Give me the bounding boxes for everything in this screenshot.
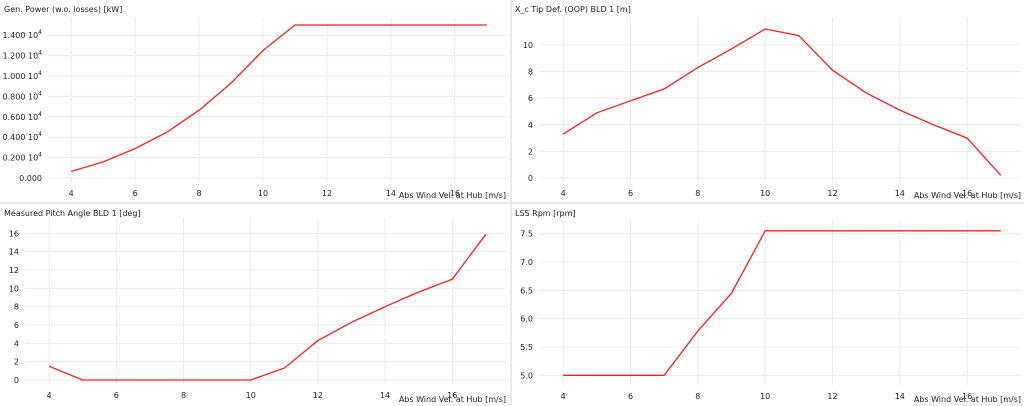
y-tick-label: 10 [9, 284, 19, 293]
x-tick-label: 10 [246, 391, 256, 400]
x-tick-label: 14 [895, 189, 905, 198]
x-tick-label: 16 [962, 392, 972, 401]
lss-rpm-chart: LSS Rpm [rpm] 5.0 5.5 6.0 6.5 7.0 7.5 4 6 8 10 12… [512, 204, 1024, 406]
y-tick-label: 0.000 [19, 174, 42, 183]
y-tick-label: 14 [9, 248, 19, 257]
y-tick-label: 0.400 104 [3, 131, 43, 142]
series-line [48, 233, 487, 381]
y-tick-label: 6 [528, 94, 533, 103]
x-tick-label: 4 [561, 189, 566, 198]
y-tick-label: 0.200 104 [3, 152, 43, 163]
x-tick-label: 6 [628, 189, 633, 198]
x-tick-label: 4 [47, 391, 52, 400]
y-tick-label: 0.600 104 [3, 111, 43, 122]
x-tick-label: 6 [114, 391, 119, 400]
x-tick-label: 12 [827, 189, 837, 198]
x-tick-label: 8 [695, 392, 700, 401]
chart-title: Gen. Power (w.o. losses) [kW] [4, 5, 122, 14]
y-tick-label: 7.0 [520, 258, 533, 267]
x-tick-label: 12 [827, 392, 837, 401]
y-tick-label: 8 [14, 303, 19, 312]
x-tick-label: 14 [386, 189, 396, 198]
y-tick-label: 6.0 [520, 315, 533, 324]
pitch-angle-chart: Measured Pitch Angle BLD 1 [deg] 0 2 4 6 8 10… [0, 204, 510, 406]
x-tick-label: 14 [895, 392, 905, 401]
y-tick-label: 7.5 [520, 230, 533, 239]
x-tick-label: 8 [695, 189, 700, 198]
y-tick-label: 2 [14, 358, 19, 367]
y-tick-label: 6.5 [520, 286, 533, 295]
x-tick-label: 10 [760, 392, 770, 401]
x-tick-label: 16 [450, 189, 460, 198]
y-tick-label: 4 [14, 339, 19, 348]
x-axis-label: Abs Wind Vel. at Hub [m/s] [914, 395, 1021, 404]
x-tick-label: 6 [628, 392, 633, 401]
y-tick-label: 12 [9, 266, 19, 275]
x-tick-label: 10 [258, 189, 268, 198]
x-tick-label: 6 [133, 189, 138, 198]
series-line [563, 230, 1001, 376]
y-tick-label: 0.800 104 [3, 90, 43, 101]
x-axis-label: Abs Wind Vel. at Hub [m/s] [399, 395, 506, 404]
chart-title: Measured Pitch Angle BLD 1 [deg] [4, 209, 141, 218]
y-tick-label: 1.000 104 [3, 70, 43, 81]
y-tick-label: 1.200 104 [3, 50, 43, 61]
x-tick-label: 8 [197, 189, 202, 198]
series-line [562, 28, 1002, 176]
gen-power-chart: Gen. Power (w.o. losses) [kW] 0.000 0.200… [0, 0, 510, 202]
y-tick-label: 6 [14, 321, 19, 330]
y-tick-label: 8 [528, 68, 533, 77]
y-tick-label: 16 [9, 229, 19, 238]
series-line [71, 24, 487, 173]
y-tick-label: 2 [528, 147, 533, 156]
x-tick-label: 16 [962, 189, 972, 198]
x-tick-label: 8 [181, 391, 186, 400]
x-axis-label: Abs Wind Vel. at Hub [m/s] [399, 191, 506, 200]
x-axis-label: Abs Wind Vel. at Hub [m/s] [914, 191, 1021, 200]
y-tick-label: 5.0 [520, 371, 533, 380]
x-tick-label: 14 [380, 391, 390, 400]
x-tick-label: 16 [447, 391, 457, 400]
x-tick-label: 12 [313, 391, 323, 400]
y-tick-label: 0 [14, 376, 19, 385]
y-tick-label: 0 [528, 174, 533, 183]
y-tick-label: 5.5 [520, 343, 533, 352]
x-tick-label: 4 [561, 392, 566, 401]
x-tick-label: 12 [322, 189, 332, 198]
x-tick-label: 4 [69, 189, 74, 198]
y-tick-label: 4 [528, 121, 533, 130]
tip-deflection-chart: X_c Tip Def. (OOP) BLD 1 [m] 0 2 4 6 8 10 4 6 8… [512, 0, 1024, 202]
chart-title: X_c Tip Def. (OOP) BLD 1 [m] [515, 5, 631, 14]
x-tick-label: 10 [760, 189, 770, 198]
y-tick-label: 1.400 104 [3, 29, 43, 40]
y-tick-label: 10 [523, 41, 533, 50]
chart-title: LSS Rpm [rpm] [515, 209, 576, 218]
